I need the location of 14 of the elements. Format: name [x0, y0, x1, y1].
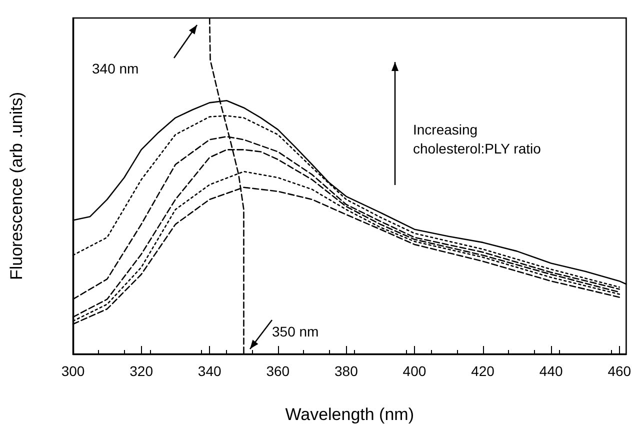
- x-tick-label: 300: [61, 363, 85, 379]
- x-axis-title: Wavelength (nm): [285, 405, 414, 424]
- x-tick-label: 360: [266, 363, 290, 379]
- x-tick-label: 440: [539, 363, 563, 379]
- x-tick-label: 460: [608, 363, 632, 379]
- x-tick-label: 340: [198, 363, 222, 379]
- x-tick-label: 400: [402, 363, 426, 379]
- x-tick-label: 320: [130, 363, 154, 379]
- annotation: Increasing cholesterol:PLY ratio: [413, 122, 542, 156]
- y-axis-title: Fluorescence (arb .units): [7, 92, 26, 280]
- annotation: 340 nm: [92, 60, 139, 76]
- annotation: 350 nm: [272, 324, 319, 340]
- x-tick-label: 380: [334, 363, 358, 379]
- x-tick-label: 420: [471, 363, 495, 379]
